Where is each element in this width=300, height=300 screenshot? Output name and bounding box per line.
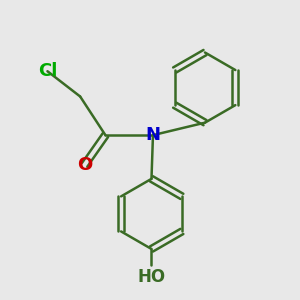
Text: Cl: Cl	[38, 62, 57, 80]
Text: N: N	[146, 126, 160, 144]
Text: O: O	[77, 156, 92, 174]
Text: HO: HO	[137, 268, 166, 286]
